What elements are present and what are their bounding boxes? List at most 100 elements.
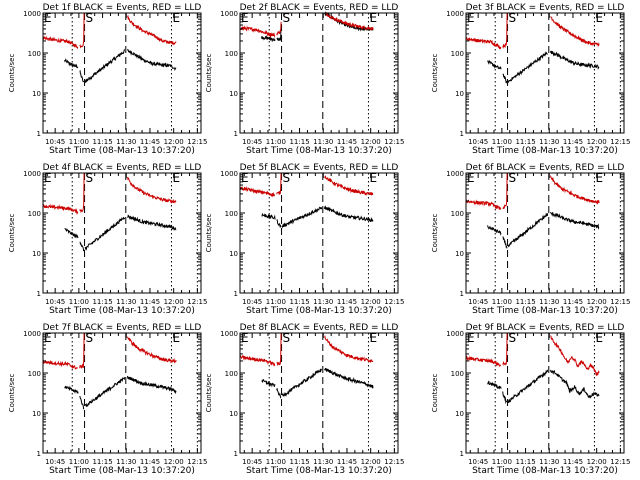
y-tick-label: 1000	[23, 330, 41, 338]
marker-label: S	[86, 171, 94, 185]
marker-label: E	[369, 11, 377, 25]
lld-series-line	[127, 14, 177, 46]
x-tick-label: 11:45	[563, 138, 583, 146]
x-axis-label: Start Time (08-Mar-13 10:37:20)	[472, 466, 618, 476]
panel-title: Det 3f BLACK = Events, RED = LLD	[466, 3, 625, 13]
y-axis-label: Counts/sec	[8, 54, 16, 93]
y-tick-label: 1000	[220, 10, 238, 18]
x-tick-label: 11:15	[515, 458, 535, 466]
y-tick-label: 1	[37, 290, 41, 298]
x-tick-label: 12:15	[610, 458, 630, 466]
y-tick-label: 10	[229, 90, 238, 98]
marker-label: S	[509, 11, 517, 25]
detector-panel: Det 4f BLACK = Events, RED = LLD Counts/s…	[8, 163, 207, 316]
events-series-line	[261, 378, 276, 388]
x-axis-label: Start Time (08-Mar-13 10:37:20)	[49, 146, 195, 156]
marker-label: S	[283, 171, 291, 185]
y-tick-label: 1	[234, 130, 238, 138]
lld-series-line	[276, 21, 282, 36]
plot-frame	[465, 172, 625, 294]
y-tick-label: 1	[460, 290, 464, 298]
lld-series-line	[127, 176, 177, 204]
x-tick-label: 11:30	[116, 138, 136, 146]
marker-label: S	[86, 331, 94, 345]
panel-title: Det 6f BLACK = Events, RED = LLD	[466, 163, 625, 173]
marker-label: E	[172, 171, 180, 185]
y-tick-label: 10	[229, 410, 238, 418]
x-tick-label: 12:15	[610, 138, 630, 146]
x-axis-label: Start Time (08-Mar-13 10:37:20)	[472, 146, 618, 156]
events-series-line	[487, 380, 502, 390]
events-series-line	[324, 205, 374, 222]
events-series-line	[64, 58, 79, 69]
lld-series-line	[239, 25, 276, 39]
y-tick-label: 100	[225, 210, 238, 218]
y-tick-label: 1000	[220, 170, 238, 178]
y-axis-label: Counts/sec	[431, 54, 439, 93]
y-tick-label: 100	[225, 370, 238, 378]
lld-series-line	[79, 332, 85, 369]
marker-label: E	[44, 331, 52, 345]
x-tick-label: 12:15	[384, 138, 404, 146]
lld-series-line	[127, 336, 177, 364]
x-tick-label: 11:45	[337, 298, 357, 306]
x-tick-label: 12:00	[361, 458, 381, 466]
y-tick-label: 100	[451, 210, 464, 218]
plot-frame	[465, 332, 625, 454]
panel-title: Det 7f BLACK = Events, RED = LLD	[43, 323, 202, 333]
marker-label: S	[283, 331, 291, 345]
x-tick-label: 12:00	[361, 298, 381, 306]
marker-label: E	[467, 171, 475, 185]
y-tick-label: 10	[229, 250, 238, 258]
y-axis-label: Counts/sec	[8, 374, 16, 413]
x-tick-label: 12:00	[587, 138, 607, 146]
x-tick-label: 11:15	[289, 458, 309, 466]
panel-title: Det 5f BLACK = Events, RED = LLD	[240, 163, 399, 173]
y-tick-label: 1000	[446, 170, 464, 178]
x-tick-label: 11:30	[539, 458, 559, 466]
x-tick-label: 11:00	[492, 458, 512, 466]
events-series-line	[84, 48, 126, 83]
lld-series-line	[324, 175, 374, 197]
marker-label: E	[172, 331, 180, 345]
x-tick-label: 11:30	[313, 458, 333, 466]
marker-label: E	[369, 331, 377, 345]
detector-panel: Det 9f BLACK = Events, RED = LLD Counts/s…	[431, 323, 630, 476]
y-tick-label: 10	[32, 250, 41, 258]
marker-label: E	[467, 331, 475, 345]
x-tick-label: 11:30	[313, 298, 333, 306]
x-tick-label: 11:45	[140, 458, 160, 466]
detector-panel: Det 5f BLACK = Events, RED = LLD Counts/s…	[205, 163, 404, 316]
y-axis-label: Counts/sec	[431, 214, 439, 253]
x-tick-label: 10:45	[45, 458, 65, 466]
y-tick-label: 100	[28, 50, 41, 58]
y-tick-label: 100	[225, 50, 238, 58]
y-tick-label: 1000	[446, 10, 464, 18]
marker-label: S	[509, 171, 517, 185]
events-series-line	[84, 217, 126, 251]
marker-label: E	[595, 11, 603, 25]
x-tick-label: 12:15	[610, 298, 630, 306]
marker-label: E	[241, 331, 249, 345]
panel-title: Det 9f BLACK = Events, RED = LLD	[466, 323, 625, 333]
events-series-line	[324, 11, 374, 32]
x-tick-label: 12:00	[164, 298, 184, 306]
events-series-line	[276, 219, 282, 228]
detector-panel: Det 6f BLACK = Events, RED = LLD Counts/s…	[431, 163, 630, 316]
y-tick-label: 100	[451, 50, 464, 58]
marker-label: E	[369, 171, 377, 185]
x-tick-label: 11:30	[539, 138, 559, 146]
marker-label: E	[241, 11, 249, 25]
detector-panel: Det 8f BLACK = Events, RED = LLD Counts/s…	[205, 323, 404, 476]
lld-series-line	[42, 35, 79, 50]
x-tick-label: 12:00	[164, 458, 184, 466]
detector-panel: Det 7f BLACK = Events, RED = LLD Counts/s…	[8, 323, 207, 476]
x-axis-label: Start Time (08-Mar-13 10:37:20)	[246, 306, 392, 316]
x-tick-label: 11:00	[266, 138, 286, 146]
panel-title: Det 2f BLACK = Events, RED = LLD	[240, 3, 399, 13]
x-axis-label: Start Time (08-Mar-13 10:37:20)	[246, 466, 392, 476]
marker-label: E	[595, 331, 603, 345]
x-tick-label: 11:45	[140, 298, 160, 306]
x-tick-label: 11:00	[492, 298, 512, 306]
x-tick-label: 11:15	[92, 458, 112, 466]
